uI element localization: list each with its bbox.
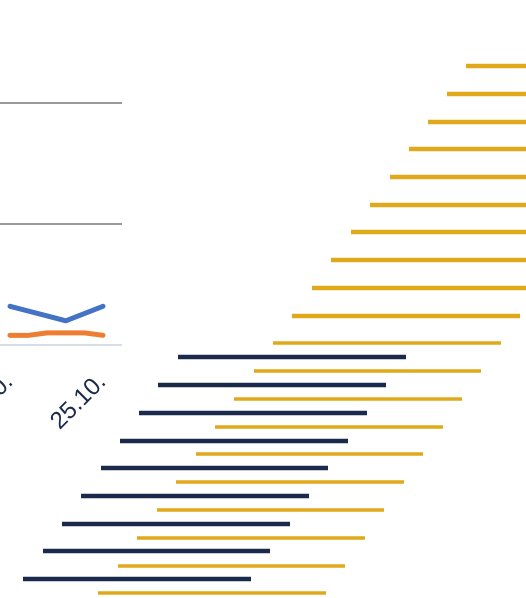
x-tick-label: 20.10. bbox=[0, 368, 18, 434]
decorative-stripes bbox=[23, 63, 526, 595]
data-line bbox=[7, 303, 106, 324]
chart: 20.10. 25.10. bbox=[0, 102, 122, 434]
x-tick-label: 25.10. bbox=[45, 368, 111, 434]
data-line bbox=[7, 330, 106, 338]
